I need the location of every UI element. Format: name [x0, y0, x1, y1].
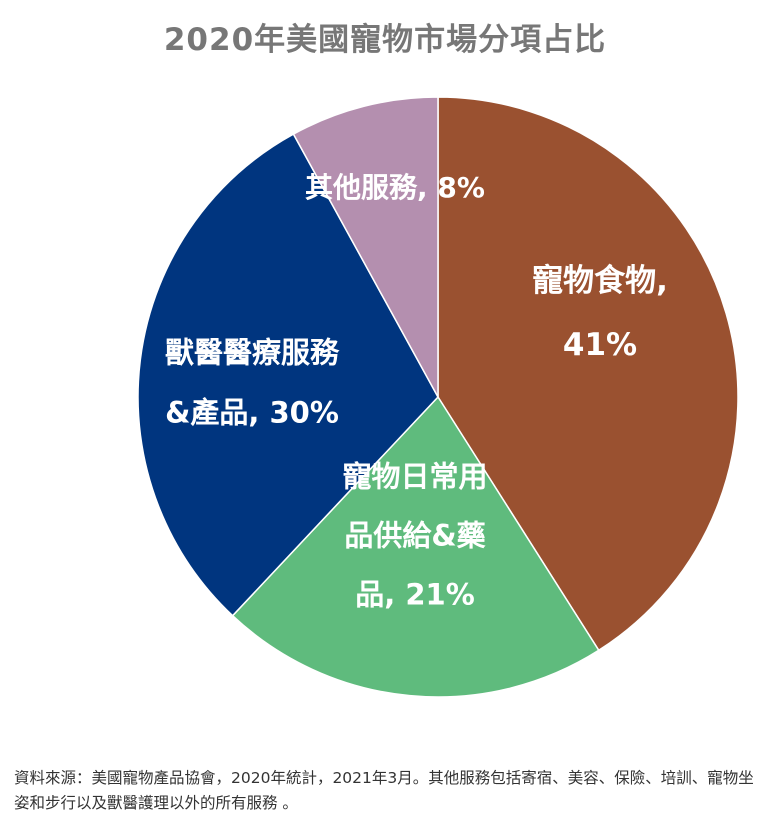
slice-label-line: &產品, 30%	[165, 395, 339, 429]
slice-label-line: 品, 21%	[355, 577, 475, 611]
pie-slice-1	[231, 395, 600, 698]
pie-slice-3	[292, 96, 439, 398]
pie-slice-2	[137, 133, 439, 617]
slice-label-line: 寵物日常用	[342, 459, 487, 493]
slice-label-1: 寵物日常用品供給&藥品, 21%	[342, 459, 487, 611]
pie-slice-0	[437, 96, 739, 652]
slice-label-line: 品供給&藥	[344, 518, 485, 552]
slice-label-line: 其他服務, 8%	[305, 171, 485, 204]
pie-chart: 寵物食物, 41%寵物日常用品供給&藥品, 21%獸醫醫療服務&產品, 30%其他…	[137, 96, 739, 698]
slice-label-line: 41%	[563, 327, 637, 363]
slice-label-line: 獸醫醫療服務	[165, 335, 340, 369]
source-footnote: 資料來源：美國寵物產品協會，2020年統計，2021年3月。其他服務包括寄宿、美…	[14, 769, 754, 812]
chart-title: 2020年美國寵物市場分項占比	[163, 22, 607, 58]
slice-label-0: 寵物食物, 41%	[532, 263, 668, 363]
slice-label-line: 寵物食物,	[532, 263, 668, 299]
slice-label-2: 獸醫醫療服務&產品, 30%	[165, 335, 340, 429]
slice-label-3: 其他服務, 8%	[305, 171, 485, 204]
